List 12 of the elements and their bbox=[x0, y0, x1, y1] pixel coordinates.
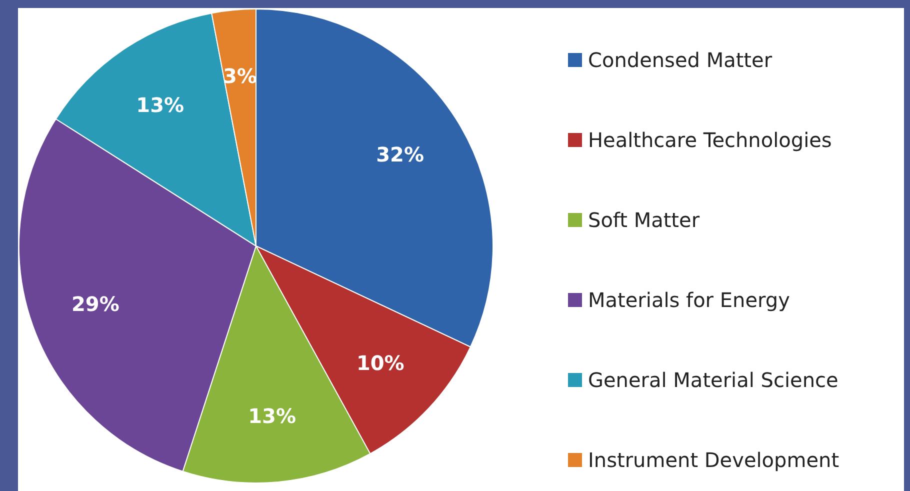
legend-label: Healthcare Technologies bbox=[588, 128, 832, 152]
data-label: 13% bbox=[248, 404, 296, 428]
data-label: 29% bbox=[72, 292, 120, 316]
legend-label: General Material Science bbox=[588, 368, 838, 392]
legend-label: Instrument Development bbox=[588, 448, 840, 472]
data-label: 32% bbox=[376, 142, 424, 167]
data-label: 3% bbox=[222, 64, 257, 88]
legend-label: Soft Matter bbox=[588, 208, 700, 232]
data-label: 10% bbox=[356, 350, 404, 375]
legend-label: Materials for Energy bbox=[588, 288, 790, 312]
legend-label: Condensed Matter bbox=[588, 48, 773, 72]
data-label: 13% bbox=[136, 92, 184, 117]
